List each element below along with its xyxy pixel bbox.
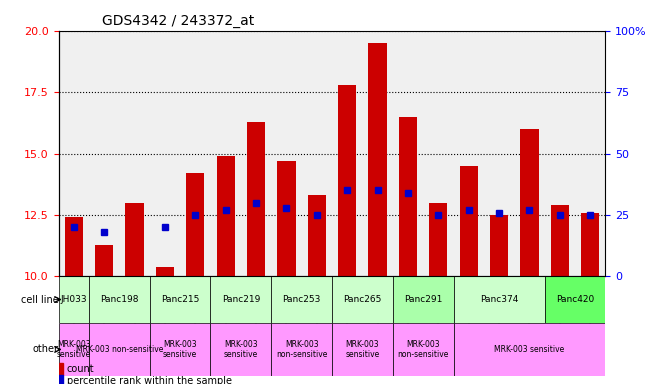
FancyBboxPatch shape — [271, 323, 332, 376]
Text: cell line: cell line — [21, 295, 59, 305]
Bar — [520, 129, 538, 276]
Text: Panc291: Panc291 — [404, 295, 442, 304]
FancyBboxPatch shape — [545, 276, 605, 323]
Text: Panc420: Panc420 — [556, 295, 594, 304]
Text: MRK-003
sensitive: MRK-003 sensitive — [345, 340, 380, 359]
Text: Panc198: Panc198 — [100, 295, 139, 304]
Bar — [490, 215, 508, 276]
Bar — [156, 266, 174, 276]
Text: Panc253: Panc253 — [283, 295, 321, 304]
FancyBboxPatch shape — [454, 323, 605, 376]
FancyBboxPatch shape — [271, 276, 332, 323]
Bar — [217, 156, 235, 276]
FancyBboxPatch shape — [332, 323, 393, 376]
Text: MRK-003
non-sensitive: MRK-003 non-sensitive — [276, 340, 327, 359]
Bar — [247, 122, 265, 276]
FancyBboxPatch shape — [89, 276, 150, 323]
Text: percentile rank within the sample: percentile rank within the sample — [66, 376, 232, 384]
Bar — [460, 166, 478, 276]
Bar — [126, 203, 144, 276]
Bar — [64, 217, 83, 276]
Bar — [59, 375, 63, 384]
Text: GDS4342 / 243372_at: GDS4342 / 243372_at — [102, 14, 255, 28]
Text: MRK-003 sensitive: MRK-003 sensitive — [494, 345, 564, 354]
Text: Panc374: Panc374 — [480, 295, 518, 304]
Bar — [277, 161, 296, 276]
FancyBboxPatch shape — [150, 276, 210, 323]
FancyBboxPatch shape — [332, 276, 393, 323]
Text: Panc215: Panc215 — [161, 295, 199, 304]
Bar — [429, 203, 447, 276]
Bar — [368, 43, 387, 276]
Text: MRK-003
sensitive: MRK-003 sensitive — [163, 340, 197, 359]
FancyBboxPatch shape — [393, 323, 454, 376]
Bar — [59, 363, 63, 375]
Bar — [308, 195, 326, 276]
Text: MRK-003
sensitive: MRK-003 sensitive — [57, 340, 91, 359]
FancyBboxPatch shape — [393, 276, 454, 323]
Text: count: count — [66, 364, 94, 374]
FancyBboxPatch shape — [454, 276, 545, 323]
Bar — [186, 173, 204, 276]
FancyBboxPatch shape — [59, 276, 89, 323]
Text: MRK-003 non-sensitive: MRK-003 non-sensitive — [76, 345, 163, 354]
Bar — [581, 213, 600, 276]
FancyBboxPatch shape — [59, 323, 89, 376]
FancyBboxPatch shape — [210, 276, 271, 323]
Bar — [95, 245, 113, 276]
FancyBboxPatch shape — [210, 323, 271, 376]
FancyBboxPatch shape — [150, 323, 210, 376]
Bar — [399, 117, 417, 276]
Text: MRK-003
non-sensitive: MRK-003 non-sensitive — [398, 340, 449, 359]
Text: Panc265: Panc265 — [343, 295, 381, 304]
Text: JH033: JH033 — [61, 295, 87, 304]
Text: MRK-003
sensitive: MRK-003 sensitive — [224, 340, 258, 359]
Text: Panc219: Panc219 — [222, 295, 260, 304]
FancyBboxPatch shape — [89, 323, 150, 376]
Bar — [338, 85, 356, 276]
Text: other: other — [33, 344, 59, 354]
Bar — [551, 205, 569, 276]
